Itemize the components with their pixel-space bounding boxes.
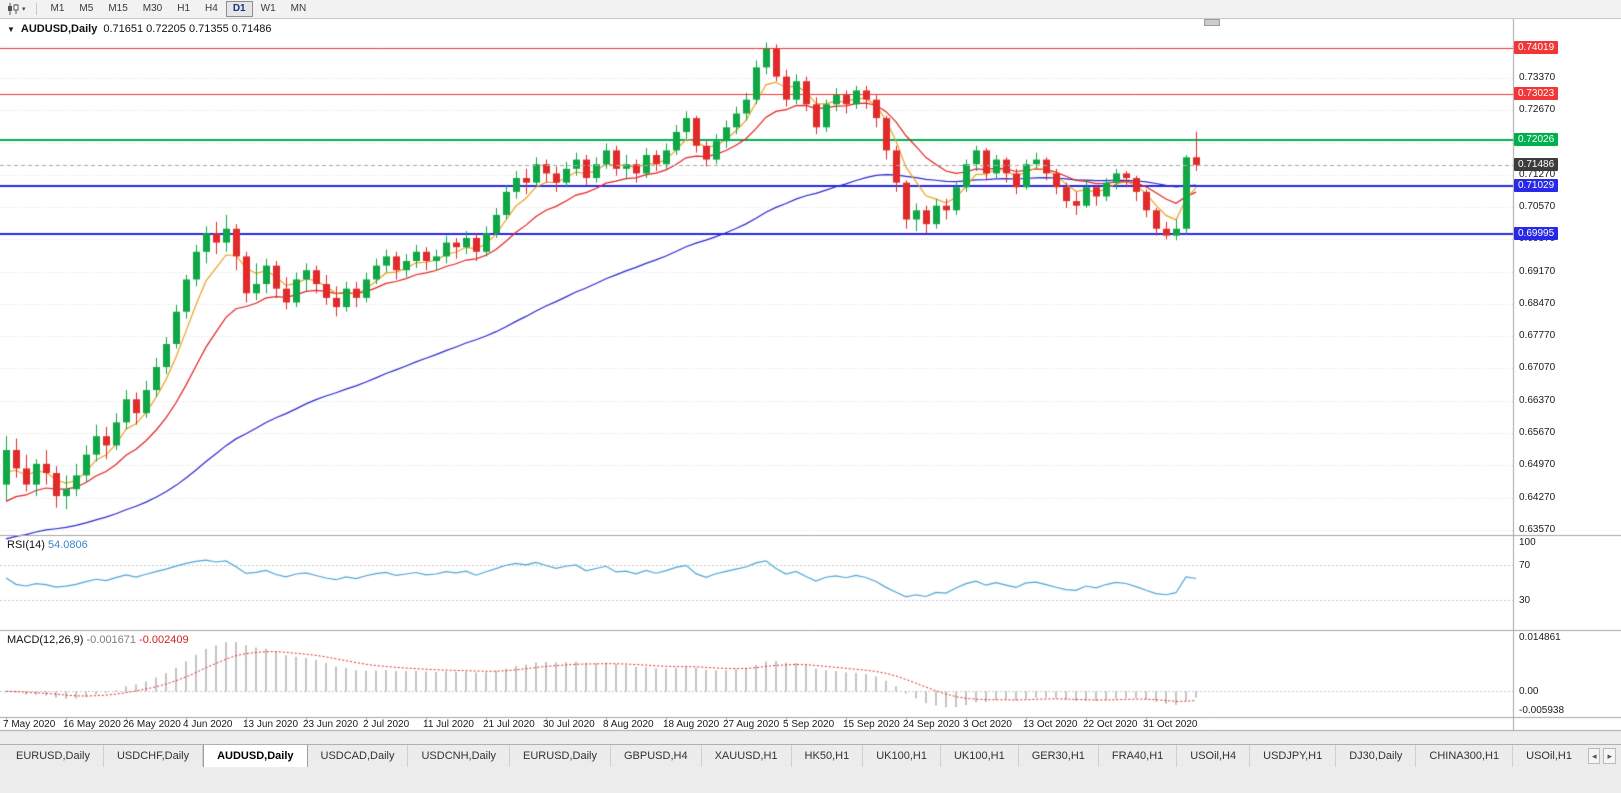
chart-tab-fra40-h1[interactable]: FRA40,H1 <box>1098 745 1178 767</box>
timeframe-button-mn[interactable]: MN <box>284 1 314 17</box>
macd-indicator-label: MACD(12,26,9) -0.001671 -0.002409 <box>7 634 189 646</box>
chart-tab-uk100-h1[interactable]: UK100,H1 <box>940 745 1019 767</box>
chart-tab-hk50-h1[interactable]: HK50,H1 <box>791 745 864 767</box>
tab-scroll-buttons: ◂ ▸ <box>1583 745 1621 767</box>
chart-tab-uk100-h1[interactable]: UK100,H1 <box>863 745 941 767</box>
macd-signal-value: -0.002409 <box>139 634 189 646</box>
timeframe-button-h1[interactable]: H1 <box>170 1 197 17</box>
timeframe-button-m30[interactable]: M30 <box>136 1 169 17</box>
chart-tab-china300-h1[interactable]: CHINA300,H1 <box>1416 745 1514 767</box>
chart-title: ▼ AUDUSD,Daily 0.71651 0.72205 0.71355 0… <box>7 23 272 35</box>
price-chart-canvas[interactable] <box>0 0 1621 745</box>
chart-symbol-label: AUDUSD,Daily <box>20 23 98 35</box>
macd-main-value: -0.001671 <box>86 634 137 646</box>
chart-tab-ger30-h1[interactable]: GER30,H1 <box>1018 745 1099 767</box>
symbol-dropdown-icon[interactable]: ▼ <box>7 24 15 34</box>
chart-tab-usoil-h1[interactable]: USOil,H1 <box>1513 745 1583 767</box>
chart-tab-usdchf-daily[interactable]: USDCHF,Daily <box>103 745 204 767</box>
tab-scroll-left-button[interactable]: ◂ <box>1587 748 1601 764</box>
chart-tab-gbpusd-h4[interactable]: GBPUSD,H4 <box>611 745 702 767</box>
chart-type-button[interactable]: ▾ <box>4 2 29 16</box>
tab-scroll-right-button[interactable]: ▸ <box>1603 748 1616 764</box>
timeframe-button-h4[interactable]: H4 <box>198 1 225 17</box>
chart-tab-eurusd-daily[interactable]: EURUSD,Daily <box>3 745 104 767</box>
chart-tab-eurusd-daily[interactable]: EURUSD,Daily <box>510 745 611 767</box>
timeframe-button-m15[interactable]: M15 <box>101 1 134 17</box>
chart-tab-usdcad-daily[interactable]: USDCAD,Daily <box>307 745 409 767</box>
timeframe-button-d1[interactable]: D1 <box>225 1 253 17</box>
chart-shift-marker[interactable] <box>1204 19 1220 26</box>
chart-tab-dj30-daily[interactable]: DJ30,Daily <box>1336 745 1417 767</box>
toolbar-separator <box>35 3 37 15</box>
macd-name: MACD(12,26,9) <box>7 634 84 646</box>
timeframe-button-m1[interactable]: M1 <box>44 1 72 17</box>
chart-tab-usoil-h4[interactable]: USOil,H4 <box>1177 745 1251 767</box>
chart-tab-audusd-daily[interactable]: AUDUSD,Daily <box>203 745 308 767</box>
candlestick-chart-icon <box>8 3 19 15</box>
rsi-indicator-label: RSI(14) 54.0806 <box>7 539 88 551</box>
chart-tab-xauusd-h1[interactable]: XAUUSD,H1 <box>701 745 792 767</box>
rsi-name: RSI(14) <box>7 539 45 551</box>
timeframe-toolbar: ▾ M1 M5 M15 M30 H1 H4 D1 W1 MN <box>0 0 1621 19</box>
chart-tab-usdjpy-h1[interactable]: USDJPY,H1 <box>1250 745 1337 767</box>
chevron-down-icon: ▾ <box>22 5 26 13</box>
timeframe-button-w1[interactable]: W1 <box>254 1 283 17</box>
timeframe-button-m5[interactable]: M5 <box>72 1 100 17</box>
chart-tabs: EURUSD,Daily USDCHF,Daily AUDUSD,Daily USDC… <box>0 745 1583 767</box>
chart-ohlc-values: 0.71651 0.72205 0.71355 0.71486 <box>103 23 272 35</box>
chart-tabbar: EURUSD,Daily USDCHF,Daily AUDUSD,Daily USDC… <box>0 744 1621 767</box>
rsi-value: 54.0806 <box>47 539 88 551</box>
chart-tab-usdcnh-daily[interactable]: USDCNH,Daily <box>408 745 511 767</box>
